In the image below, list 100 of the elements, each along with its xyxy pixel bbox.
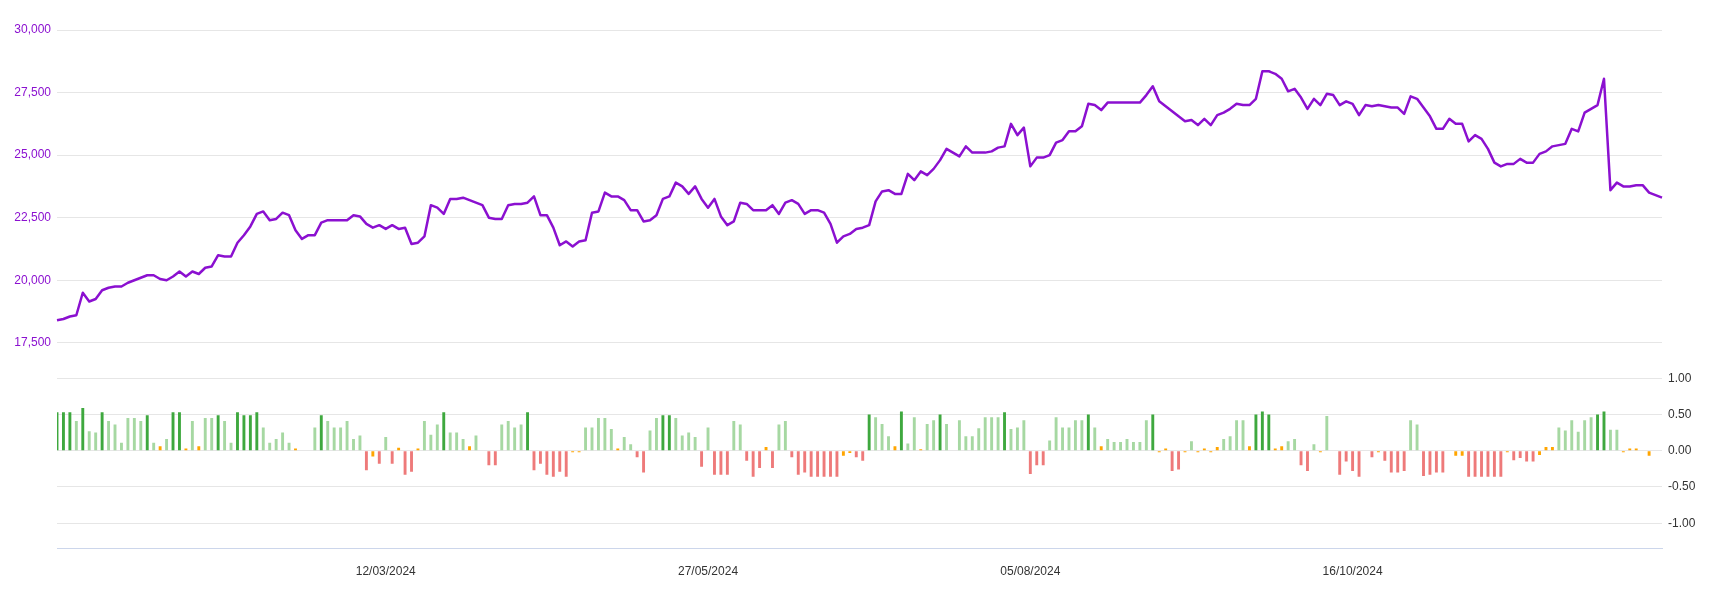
- bar: [120, 442, 123, 451]
- bar: [1086, 414, 1090, 451]
- bar: [867, 414, 871, 451]
- bar: [487, 451, 491, 466]
- bar: [1351, 451, 1355, 472]
- y-tick-label: 30,000: [14, 22, 52, 37]
- bar: [1647, 451, 1651, 456]
- bar: [925, 423, 929, 451]
- y2-tick-label: 0.00: [1668, 443, 1692, 458]
- bar: [1589, 417, 1593, 451]
- bar: [1138, 442, 1142, 451]
- bar: [248, 415, 252, 451]
- bar: [1144, 420, 1148, 451]
- y2-tick-label: 0.50: [1668, 406, 1692, 421]
- bar: [281, 432, 285, 451]
- bar: [1441, 451, 1445, 473]
- bar: [809, 451, 813, 477]
- bar: [738, 424, 742, 451]
- bar: [1131, 442, 1135, 451]
- x-tick-label: 16/10/2024: [1322, 564, 1383, 579]
- bar: [1538, 451, 1541, 456]
- bar: [1396, 451, 1400, 473]
- bar: [190, 420, 194, 451]
- bar: [732, 420, 736, 451]
- bar: [1415, 424, 1419, 451]
- bar: [745, 451, 749, 461]
- bar: [1550, 447, 1554, 451]
- bar: [597, 418, 600, 451]
- bar: [957, 420, 961, 451]
- bar: [513, 427, 517, 451]
- bar: [519, 424, 523, 451]
- bar: [854, 451, 858, 458]
- bar: [1499, 451, 1503, 477]
- bar: [1215, 447, 1219, 451]
- bar: [429, 434, 433, 451]
- bar: [339, 427, 343, 451]
- bar: [1112, 442, 1116, 451]
- bar: [1093, 427, 1097, 451]
- bar: [713, 451, 716, 475]
- bar: [932, 420, 936, 451]
- bar: [139, 420, 143, 451]
- bar: [1293, 439, 1297, 451]
- bar: [403, 451, 407, 475]
- bar: [1286, 441, 1290, 451]
- bar: [1492, 451, 1496, 477]
- bar: [1460, 451, 1464, 456]
- bar: [100, 412, 104, 451]
- bar: [87, 431, 91, 451]
- bar: [1518, 451, 1522, 458]
- bar: [1228, 436, 1232, 451]
- x-tick-label: 05/08/2024: [1000, 564, 1061, 579]
- bar: [887, 436, 890, 451]
- bar: [1248, 446, 1251, 451]
- bar: [906, 443, 910, 451]
- y-tick-label: 17,500: [14, 335, 52, 350]
- bar: [1073, 420, 1077, 451]
- bar: [223, 420, 227, 451]
- bar: [880, 423, 884, 451]
- bar: [1099, 446, 1103, 451]
- bar: [1480, 451, 1483, 477]
- bar: [371, 451, 375, 457]
- bar: [816, 451, 820, 477]
- bar: [203, 418, 207, 451]
- bar: [493, 451, 497, 466]
- bar: [1563, 430, 1567, 451]
- bar: [1254, 414, 1258, 451]
- bar: [1570, 420, 1574, 451]
- bar: [667, 415, 671, 451]
- bar: [1325, 415, 1329, 451]
- bar: [719, 451, 723, 475]
- y2-tick-label: 1.00: [1668, 370, 1692, 385]
- bar: [655, 418, 658, 451]
- bar: [107, 420, 111, 451]
- bar: [332, 427, 336, 451]
- bar: [326, 420, 330, 451]
- bar: [1267, 414, 1271, 451]
- bar: [455, 432, 459, 451]
- bar: [687, 432, 691, 451]
- bar: [1454, 451, 1458, 456]
- bar: [1119, 442, 1123, 451]
- bar: [545, 451, 549, 475]
- bar: [1557, 427, 1561, 451]
- bar: [796, 451, 800, 475]
- bar: [835, 451, 839, 477]
- bar: [1003, 412, 1006, 451]
- bar: [996, 417, 1000, 451]
- bar: [945, 423, 948, 451]
- y2-tick-label: -0.50: [1668, 479, 1696, 494]
- bar: [1222, 439, 1226, 451]
- bar: [410, 451, 413, 472]
- bar: [74, 420, 78, 451]
- bar: [1048, 440, 1052, 451]
- bar: [1583, 420, 1587, 451]
- bar: [197, 446, 201, 451]
- bar: [526, 412, 529, 451]
- bar: [758, 451, 762, 469]
- bar: [1028, 451, 1032, 474]
- bar: [841, 451, 845, 456]
- bar: [68, 412, 72, 451]
- bar: [468, 446, 471, 451]
